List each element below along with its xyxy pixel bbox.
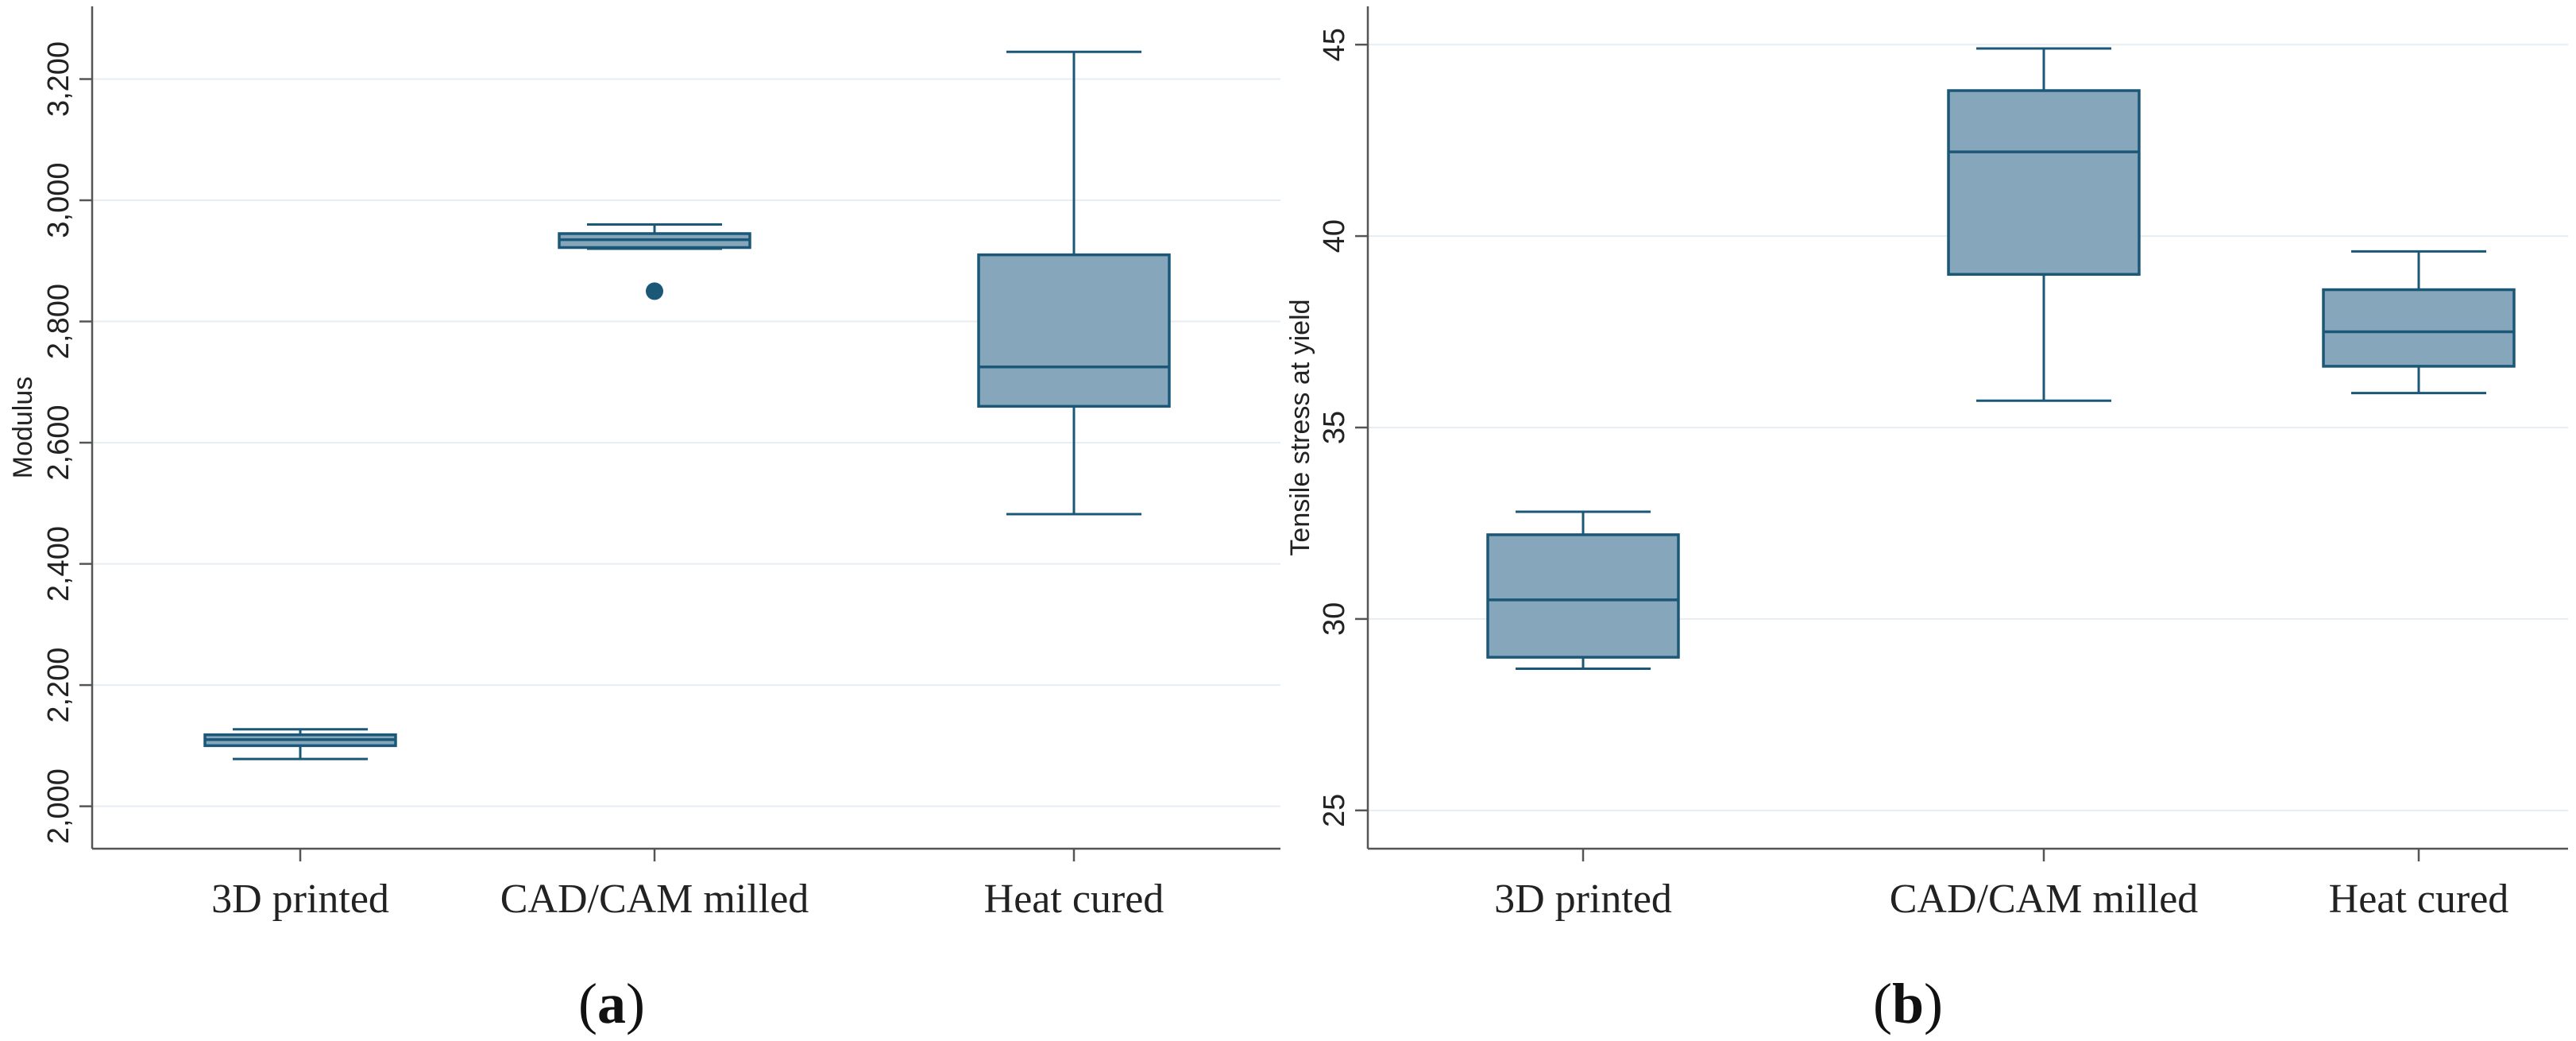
box-2-outlier-0	[646, 282, 663, 300]
y-axis-title: Modulus	[8, 377, 38, 479]
y-tick-label-4: 2,800	[42, 284, 75, 359]
x-tick-label-1: CAD/CAM milled	[500, 877, 809, 922]
y-tick-label-4: 45	[1318, 28, 1351, 61]
y-tick-label-3: 40	[1318, 219, 1351, 253]
box-3-iqr	[2322, 288, 2516, 368]
chart-panel-a: 2,000 2,200 2,400 2,600 2,800 3,000 3,200 Modul…	[8, 6, 1280, 922]
svg-text:(b): (b)	[1873, 972, 1943, 1035]
x-tick-label-0: 3D printed	[211, 877, 389, 922]
box-3	[977, 50, 1171, 516]
box-1-iqr	[1486, 533, 1680, 659]
box-1	[1486, 510, 1680, 671]
box-1	[203, 728, 397, 760]
y-tick-label-0: 25	[1318, 794, 1351, 827]
panel-label-a-letter: a	[597, 972, 626, 1035]
panel-label-b-letter: b	[1892, 972, 1924, 1035]
y-tick-label-3: 2,600	[42, 405, 75, 481]
box-3	[2322, 250, 2516, 395]
box-2-iqr	[1947, 89, 2141, 277]
box-2	[558, 223, 751, 300]
y-axis-title: Tensile stress at yield	[1285, 299, 1315, 555]
x-tick-label-2: Heat cured	[2329, 877, 2509, 922]
box-3-iqr	[977, 253, 1171, 408]
y-tick-label-5: 3,000	[42, 162, 75, 238]
y-tick-label-2: 35	[1318, 411, 1351, 444]
y-tick-label-1: 2,200	[42, 648, 75, 723]
box-2	[1947, 47, 2141, 402]
y-tick-label-0: 2,000	[42, 768, 75, 844]
svg-text:(a): (a)	[578, 972, 645, 1035]
x-tick-label-2: Heat cured	[984, 877, 1164, 922]
y-tick-label-1: 30	[1318, 602, 1351, 636]
y-tick-label-2: 2,400	[42, 526, 75, 602]
x-tick-label-0: 3D printed	[1494, 877, 1672, 922]
panel-label-b: (b)	[1873, 972, 1943, 1035]
chart-panel-b: 25 30 35 40 45 Tensile stress at yield 3D prin…	[1285, 6, 2568, 922]
panel-label-a: (a)	[578, 972, 645, 1035]
x-tick-label-1: CAD/CAM milled	[1890, 877, 2199, 922]
y-tick-label-6: 3,200	[42, 41, 75, 117]
